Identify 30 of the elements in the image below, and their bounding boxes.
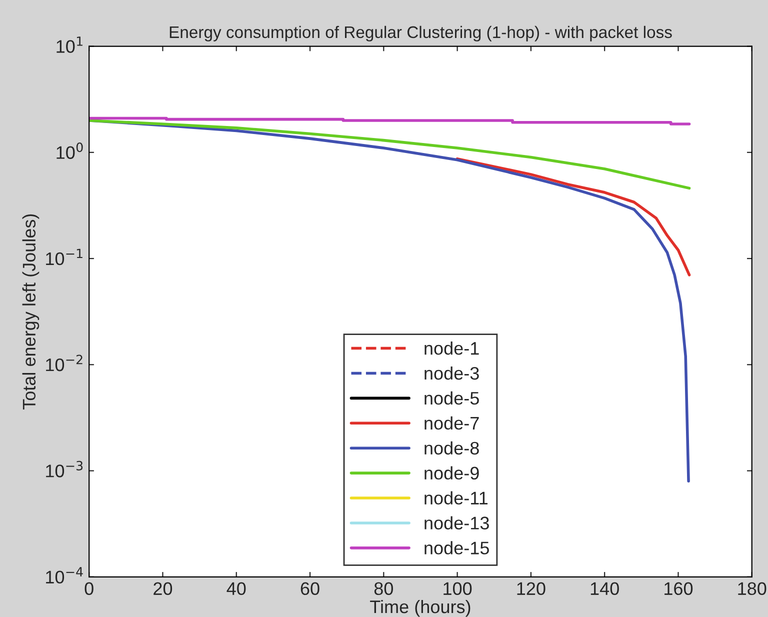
x-tick-label: 20 — [154, 582, 172, 596]
legend-label: node-3 — [424, 366, 479, 380]
legend-label: node-1 — [424, 342, 479, 355]
x-tick-label: 140 — [590, 582, 619, 596]
y-tick-label: 10$^{1}$ — [56, 36, 82, 53]
y-tick-label: 10$^{0}$ — [56, 142, 83, 159]
y-tick-label: 10$^{−1}$ — [46, 248, 82, 266]
x-tick-label: 100 — [444, 582, 472, 596]
legend-label: node-15 — [424, 541, 489, 554]
x-tick-label: 0 — [84, 582, 94, 596]
line-series — [89, 119, 691, 190]
y-tick-label: 10$^{−3}$ — [46, 460, 83, 478]
legend-label: node-13 — [424, 516, 489, 530]
chart-title: Energy consumption of Regular Clustering (1-hop) - with packet loss — [170, 26, 672, 42]
y-tick-label: 10$^{−4}$ — [46, 567, 83, 584]
x-tick-label: 180 — [738, 582, 766, 596]
x-tick-label: 80 — [374, 582, 393, 596]
x-tick-label: 40 — [226, 582, 246, 596]
y-axis-title: Total energy left (Joules) — [22, 214, 40, 410]
x-tick-label: 120 — [517, 582, 546, 596]
legend-label: node-9 — [424, 466, 479, 480]
y-tick-label: 10$^{−2}$ — [46, 354, 82, 372]
legend-label: node-5 — [424, 391, 479, 405]
legend-label: node-8 — [424, 441, 479, 455]
legend-label: node-7 — [424, 416, 479, 430]
legend-label: node-11 — [424, 491, 488, 505]
x-tick-label: 60 — [300, 582, 320, 596]
x-tick-label: 160 — [664, 582, 693, 596]
line-series — [456, 157, 691, 276]
x-axis-title: Time (hours) — [370, 600, 470, 617]
